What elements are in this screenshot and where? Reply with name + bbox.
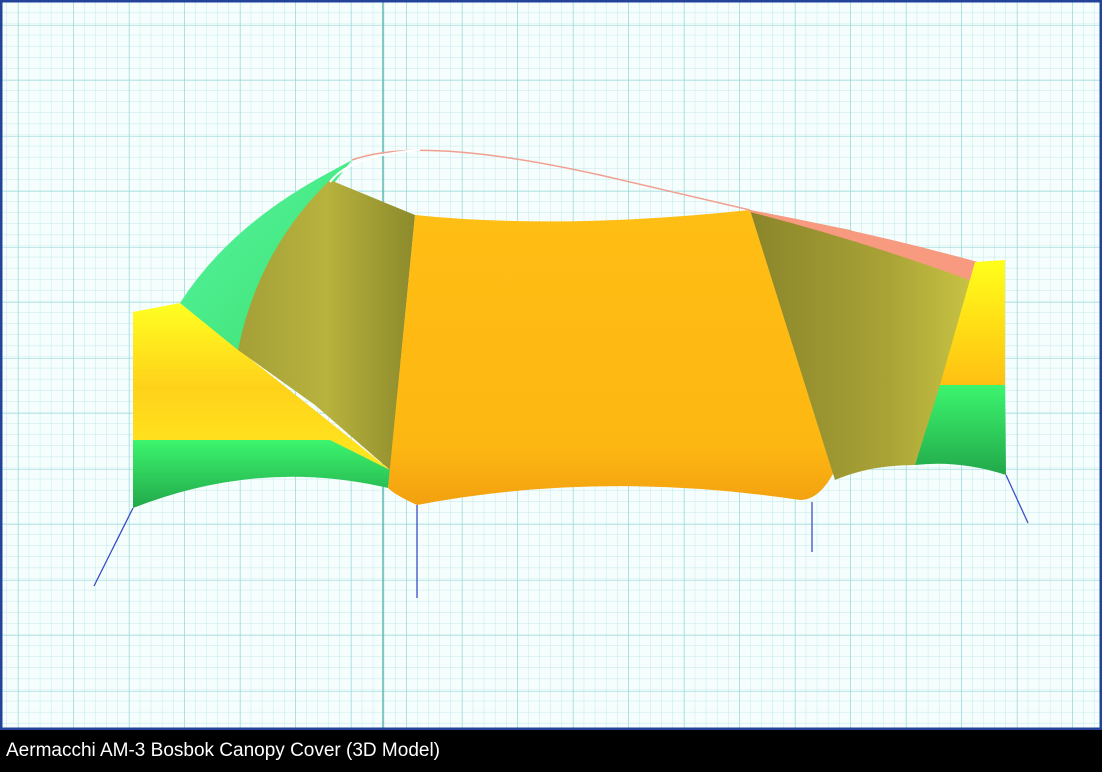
caption: Aermacchi AM-3 Bosbok Canopy Cover (3D M…: [6, 740, 441, 761]
right-yellow-panel: [940, 260, 1005, 385]
right-olive-panel: [750, 210, 975, 480]
support-lines: [93, 474, 1029, 598]
canopy-rim: [329, 149, 421, 183]
right-green-panel: [915, 385, 1006, 475]
caption-bar: Aermacchi AM-3 Bosbok Canopy Cover (3D M…: [0, 730, 1102, 772]
left-olive-panel: [238, 180, 415, 470]
center-panel: [388, 210, 835, 505]
viewport-border: [0, 0, 1102, 730]
model-viewport[interactable]: [0, 0, 1102, 730]
left-yellow-panel: [133, 303, 390, 470]
canopy-model[interactable]: [133, 149, 1006, 508]
left-green-panel: [133, 440, 390, 508]
right-top-strip: [750, 210, 978, 282]
